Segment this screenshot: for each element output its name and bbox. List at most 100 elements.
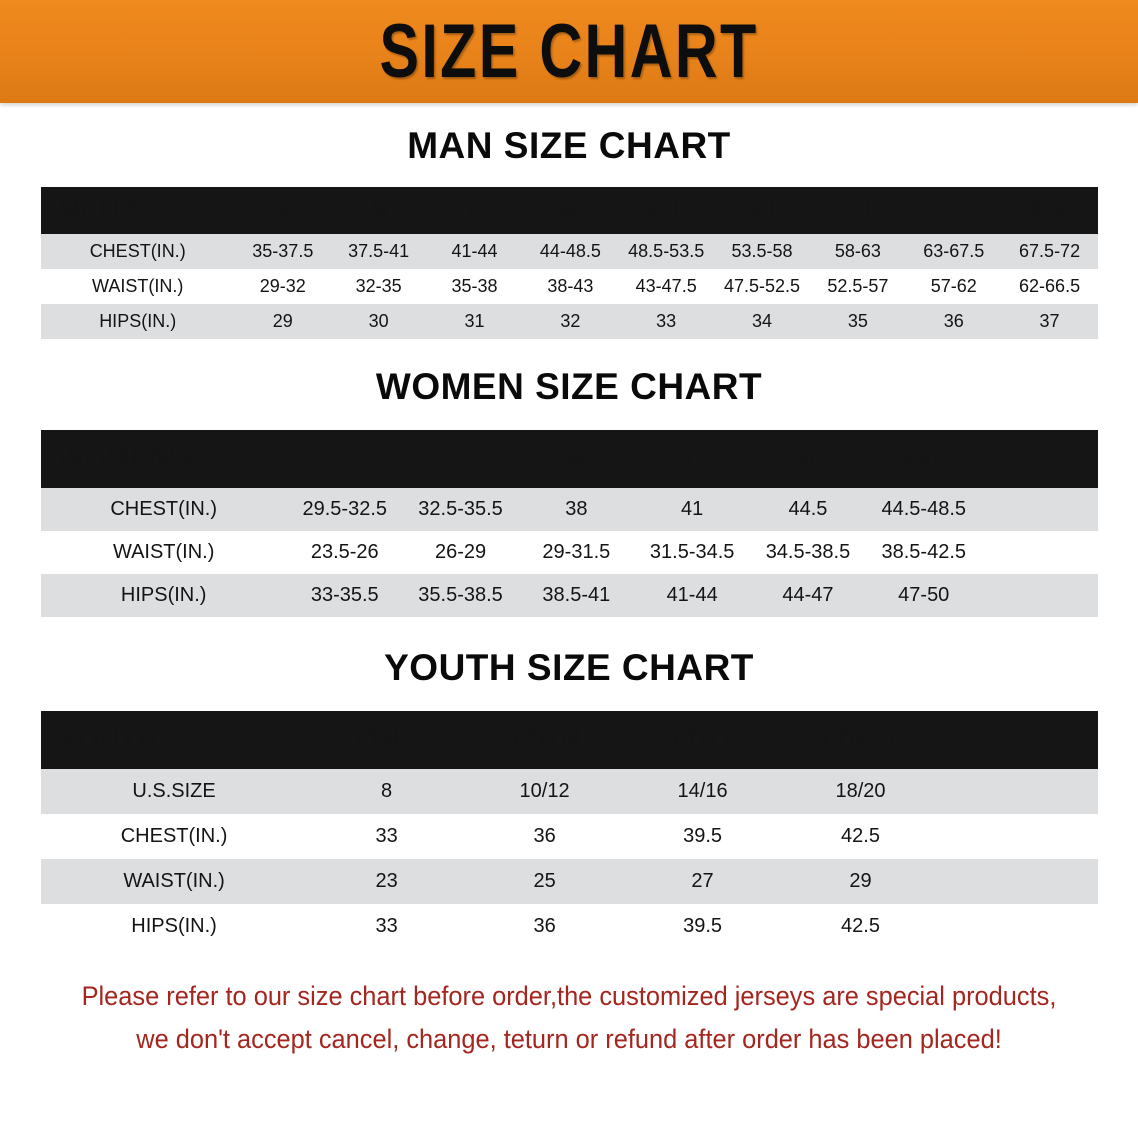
youth-column-header: YTH M: [465, 711, 624, 769]
men-corner-label: MEN'S: [40, 187, 235, 234]
youth-cell: 29: [781, 859, 940, 904]
youth-cell: 23: [307, 859, 466, 904]
men-cell: 41-44: [426, 234, 523, 269]
youth-corner-label: YOUTH: [40, 711, 308, 769]
youth-cell: 18/20: [781, 769, 940, 814]
youth-cell: 39.5: [623, 904, 782, 949]
men-cell: 29: [234, 304, 331, 339]
youth-cell: 42.5: [781, 904, 940, 949]
youth-header-row: YOUTH YTH S YTH M YTH L YTH XL: [40, 711, 1098, 769]
men-cell: 30: [330, 304, 427, 339]
women-cell: 44.5-48.5: [865, 488, 982, 531]
men-column-header: M: [330, 187, 427, 234]
men-header-row: MEN'S S M L XL 2XL 3XL 4XL 5XL 6XL: [40, 187, 1098, 234]
youth-cell: 25: [465, 859, 624, 904]
men-column-header: 5XL: [905, 187, 1002, 234]
women-cell: 31.5-34.5: [634, 531, 751, 574]
women-cell: 38.5-41: [518, 574, 635, 617]
women-column-header: M: [518, 430, 635, 488]
men-cell: 48.5-53.5: [618, 234, 715, 269]
men-cell: 38-43: [522, 269, 619, 304]
men-cell: 53.5-58: [714, 234, 810, 269]
table-row: HIPS(IN.) 29 30 31 32 33 34 35 36 37: [40, 304, 1098, 339]
youth-column-header: YTH S: [307, 711, 466, 769]
women-cell: 41: [634, 488, 751, 531]
order-policy-note: Please refer to our size chart before or…: [52, 975, 1086, 1060]
men-cell: 36: [905, 304, 1002, 339]
men-cell: 67.5-72: [1001, 234, 1098, 269]
youth-cell: [939, 814, 1098, 859]
man-section-heading: MAN SIZE CHART: [407, 125, 731, 166]
men-cell: 33: [618, 304, 715, 339]
men-cell: 63-67.5: [905, 234, 1002, 269]
men-cell: 37.5-41: [330, 234, 427, 269]
women-cell: 32.5-35.5: [402, 488, 519, 531]
youth-table-head: YOUTH YTH S YTH M YTH L YTH XL: [40, 711, 1098, 769]
men-cell: 34: [714, 304, 810, 339]
youth-table-body: U.S.SIZE 8 10/12 14/16 18/20 CHEST(IN.) 33 36 39…: [40, 769, 1098, 949]
women-column-header: XS: [286, 430, 403, 488]
women-table-body: CHEST(IN.) 29.5-32.5 32.5-35.5 38 41 44.5 44.5…: [40, 488, 1098, 617]
men-column-header: 3XL: [714, 187, 810, 234]
men-cell: 44-48.5: [522, 234, 619, 269]
women-row-label: HIPS(IN.): [40, 574, 287, 617]
women-cell: 34.5-38.5: [750, 531, 866, 574]
men-cell: 32-35: [330, 269, 427, 304]
youth-cell: 33: [307, 904, 466, 949]
order-policy-note-line-1: Please refer to our size chart before or…: [81, 981, 1057, 1011]
women-cell: 38: [518, 488, 635, 531]
women-corner-label: WOMEN'S: [40, 430, 287, 488]
youth-column-header: [939, 711, 1098, 769]
youth-cell: [939, 859, 1098, 904]
men-cell: 32: [522, 304, 619, 339]
youth-size-table-wrapper: YOUTH YTH S YTH M YTH L YTH XL U.S.SIZE 8 10/1…: [40, 711, 1098, 949]
youth-cell: 27: [623, 859, 782, 904]
men-cell: 31: [426, 304, 523, 339]
youth-row-label: WAIST(IN.): [40, 859, 308, 904]
table-row: WAIST(IN.) 29-32 32-35 35-38 38-43 43-47.5 47.…: [40, 269, 1098, 304]
youth-cell: 39.5: [623, 814, 782, 859]
table-row: WAIST(IN.) 23 25 27 29: [40, 859, 1098, 904]
youth-size-table: YOUTH YTH S YTH M YTH L YTH XL U.S.SIZE 8 10/1…: [40, 711, 1098, 949]
women-row-label: WAIST(IN.): [40, 531, 287, 574]
youth-column-header: YTH XL: [781, 711, 940, 769]
men-table-head: MEN'S S M L XL 2XL 3XL 4XL 5XL 6XL: [40, 187, 1098, 234]
women-cell: 35.5-38.5: [402, 574, 519, 617]
men-column-header: 4XL: [809, 187, 906, 234]
women-cell: 41-44: [634, 574, 751, 617]
women-cell: 29-31.5: [518, 531, 635, 574]
youth-cell: 33: [307, 814, 466, 859]
youth-section-heading: YOUTH SIZE CHART: [384, 647, 754, 688]
men-column-header: S: [234, 187, 331, 234]
table-row: CHEST(IN.) 35-37.5 37.5-41 41-44 44-48.5 48.5…: [40, 234, 1098, 269]
women-cell: 26-29: [402, 531, 519, 574]
men-row-label: HIPS(IN.): [40, 304, 235, 339]
table-row: CHEST(IN.) 29.5-32.5 32.5-35.5 38 41 44.5 44.5…: [40, 488, 1098, 531]
women-cell: [981, 488, 1098, 531]
women-size-table-wrapper: WOMEN'S XS S M L XL XXL CHEST(IN.) 29.5-32.5 32.…: [40, 430, 1098, 617]
women-table-head: WOMEN'S XS S M L XL XXL: [40, 430, 1098, 488]
youth-cell: 42.5: [781, 814, 940, 859]
men-cell: 43-47.5: [618, 269, 715, 304]
women-column-header: [981, 430, 1098, 488]
men-column-header: 6XL: [1001, 187, 1098, 234]
women-cell: 33-35.5: [286, 574, 403, 617]
men-cell: 29-32: [234, 269, 331, 304]
men-column-header: 2XL: [618, 187, 715, 234]
table-row: WAIST(IN.) 23.5-26 26-29 29-31.5 31.5-34.5 34…: [40, 531, 1098, 574]
men-cell: 35-37.5: [234, 234, 331, 269]
men-size-table-wrapper: MEN'S S M L XL 2XL 3XL 4XL 5XL 6XL CHEST(IN.) 35-3…: [40, 187, 1098, 339]
page-banner: SIZE CHART: [0, 0, 1138, 103]
table-row: HIPS(IN.) 33 36 39.5 42.5: [40, 904, 1098, 949]
order-policy-note-line-2: we don't accept cancel, change, teturn o…: [136, 1023, 1002, 1054]
table-row: CHEST(IN.) 33 36 39.5 42.5: [40, 814, 1098, 859]
women-cell: 38.5-42.5: [865, 531, 982, 574]
women-cell: [981, 531, 1098, 574]
youth-cell: 36: [465, 904, 624, 949]
youth-row-label: U.S.SIZE: [40, 769, 308, 814]
women-row-label: CHEST(IN.): [40, 488, 287, 531]
youth-cell: 8: [307, 769, 466, 814]
men-cell: 35-38: [426, 269, 523, 304]
women-column-header: XXL: [865, 430, 982, 488]
women-column-header: XL: [750, 430, 866, 488]
